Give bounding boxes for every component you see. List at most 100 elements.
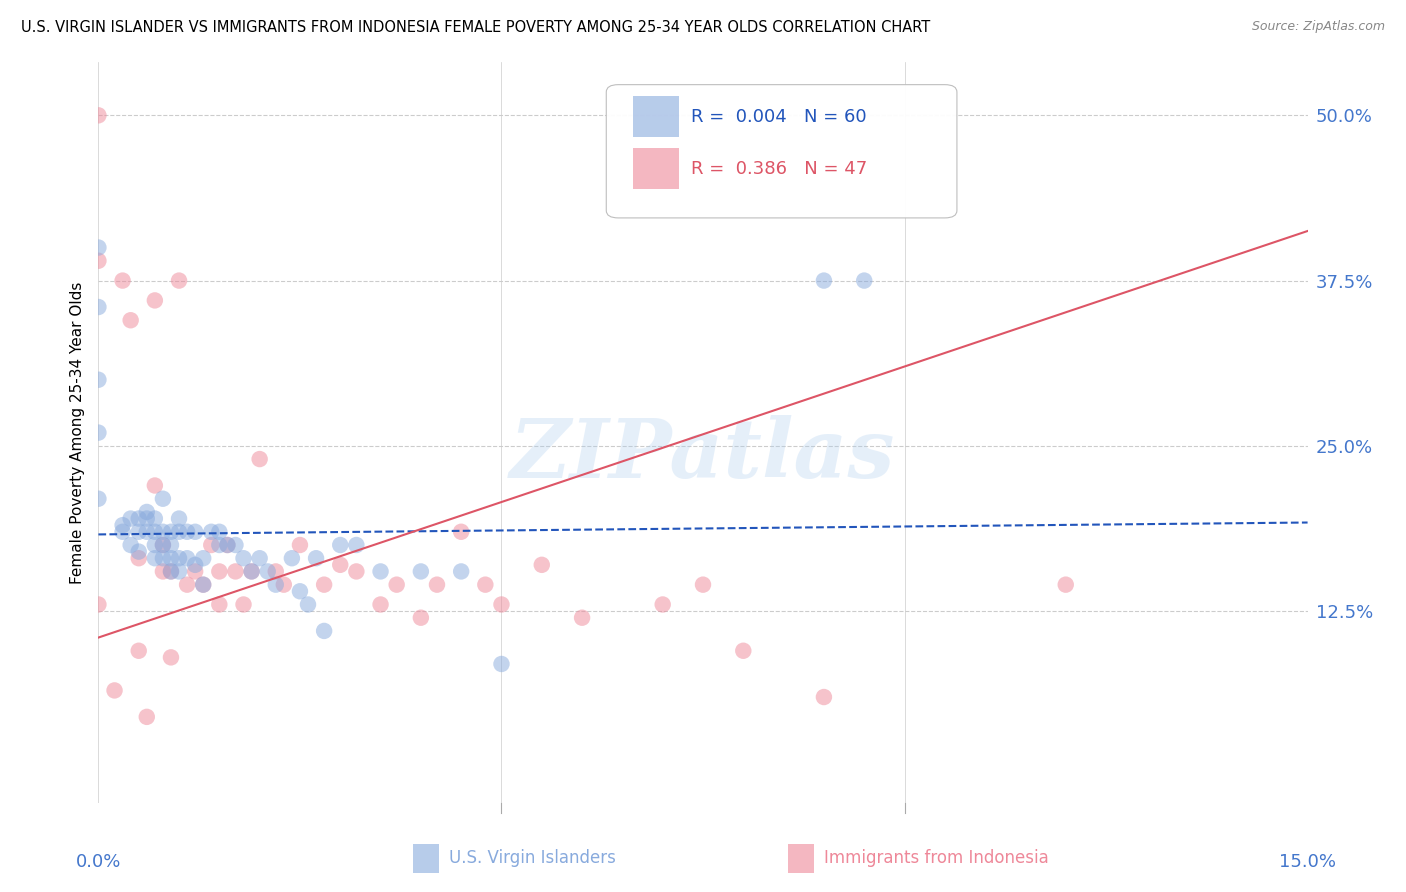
Text: R =  0.386   N = 47: R = 0.386 N = 47 (690, 160, 868, 178)
Point (409, 565, 432, 579)
Point (152, 538, 174, 552)
Bar (787, 844, 814, 873)
Point (128, 524, 150, 539)
Point (128, 551, 150, 566)
Point (370, 598, 392, 612)
Point (344, 565, 367, 579)
Point (208, 524, 231, 539)
Point (184, 524, 207, 539)
Point (160, 551, 183, 566)
Point (135, 710, 157, 724)
Point (733, 644, 755, 658)
Text: ZIPatlas: ZIPatlas (510, 415, 896, 495)
Point (120, 511, 142, 525)
Point (224, 565, 246, 579)
Point (193, 551, 215, 566)
Point (152, 565, 174, 579)
Point (491, 657, 513, 671)
Text: 15.0%: 15.0% (1279, 853, 1336, 871)
Point (281, 551, 304, 566)
Point (87, 240, 110, 255)
Point (264, 565, 287, 579)
Point (692, 577, 714, 591)
Point (143, 524, 166, 539)
Point (176, 524, 198, 539)
Text: 0.0%: 0.0% (76, 853, 121, 871)
Point (167, 524, 190, 539)
Point (853, 274, 876, 288)
Y-axis label: Female Poverty Among 25-34 Year Olds: Female Poverty Among 25-34 Year Olds (69, 282, 84, 583)
Point (249, 452, 271, 467)
Point (256, 565, 278, 579)
Point (385, 577, 408, 591)
Point (103, 683, 125, 698)
Point (314, 577, 336, 591)
Point (152, 551, 174, 566)
Point (297, 598, 319, 612)
FancyBboxPatch shape (606, 85, 957, 218)
Point (160, 538, 183, 552)
Point (143, 551, 166, 566)
Point (193, 577, 215, 591)
Point (167, 565, 190, 579)
Point (87, 300, 110, 314)
Point (87, 253, 110, 268)
Point (217, 538, 239, 552)
Point (329, 558, 352, 572)
Point (87, 598, 110, 612)
Point (160, 650, 183, 665)
Point (232, 598, 254, 612)
Point (135, 524, 157, 539)
Point (152, 491, 174, 506)
Point (135, 511, 157, 525)
Point (160, 565, 183, 579)
Text: U.S. Virgin Islanders: U.S. Virgin Islanders (449, 849, 616, 867)
Point (111, 518, 134, 533)
Point (450, 565, 472, 579)
Point (176, 551, 198, 566)
Point (152, 538, 174, 552)
Point (200, 524, 222, 539)
Point (184, 558, 207, 572)
Point (128, 511, 150, 525)
Point (571, 611, 593, 625)
Point (87, 373, 110, 387)
Point (111, 524, 134, 539)
Point (288, 584, 311, 599)
Text: Source: ZipAtlas.com: Source: ZipAtlas.com (1251, 20, 1385, 33)
Text: U.S. VIRGIN ISLANDER VS IMMIGRANTS FROM INDONESIA FEMALE POVERTY AMONG 25-34 YEA: U.S. VIRGIN ISLANDER VS IMMIGRANTS FROM … (21, 20, 931, 35)
Point (184, 565, 207, 579)
Point (111, 274, 134, 288)
Text: R =  0.004   N = 60: R = 0.004 N = 60 (690, 108, 866, 126)
Point (288, 538, 311, 552)
Point (193, 577, 215, 591)
Point (160, 565, 183, 579)
Point (208, 598, 231, 612)
Point (87, 491, 110, 506)
Point (305, 551, 328, 566)
Point (167, 511, 190, 525)
Point (232, 551, 254, 566)
Point (152, 524, 174, 539)
Point (176, 577, 198, 591)
Point (167, 274, 190, 288)
Point (167, 551, 190, 566)
Point (813, 274, 835, 288)
Point (426, 577, 449, 591)
Point (160, 524, 183, 539)
Point (135, 505, 157, 519)
Point (143, 538, 166, 552)
Point (87, 425, 110, 440)
Point (530, 558, 553, 572)
Point (344, 538, 367, 552)
Point (249, 551, 271, 566)
Point (491, 598, 513, 612)
Point (87, 108, 110, 122)
Bar (413, 844, 440, 873)
Bar (633, 96, 679, 137)
Point (208, 565, 231, 579)
Point (329, 538, 352, 552)
Text: Immigrants from Indonesia: Immigrants from Indonesia (824, 849, 1049, 867)
Point (370, 565, 392, 579)
Point (143, 511, 166, 525)
